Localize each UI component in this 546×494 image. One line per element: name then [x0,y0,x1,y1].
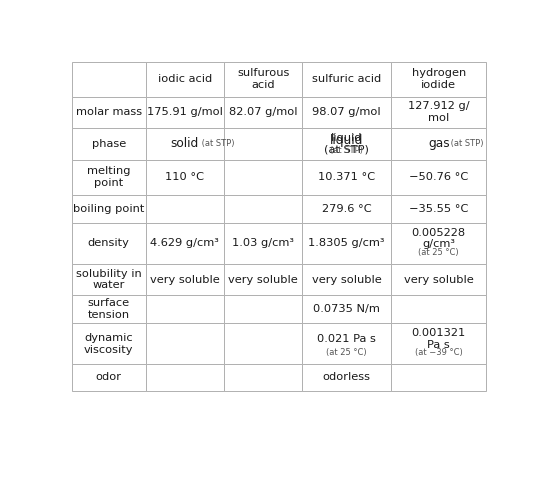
Text: solubility in
water: solubility in water [76,269,141,290]
Bar [302,195,391,223]
Bar [72,365,146,391]
Bar [391,128,486,160]
Text: liquid
(at STP): liquid (at STP) [324,133,369,155]
Bar [146,295,224,323]
Bar [146,96,224,128]
Text: iodic acid: iodic acid [158,74,212,84]
Bar [302,62,391,96]
Text: (at STP): (at STP) [199,139,234,148]
Text: hydrogen
iodide: hydrogen iodide [412,68,466,90]
Bar [391,62,486,96]
Text: −50.76 °C: −50.76 °C [409,172,468,182]
Bar [72,96,146,128]
Text: melting
point: melting point [87,166,130,188]
Text: boiling point: boiling point [73,204,144,214]
Text: surface
tension: surface tension [87,298,130,320]
Bar [391,96,486,128]
Bar [224,295,302,323]
Text: 82.07 g/mol: 82.07 g/mol [229,107,298,117]
Text: 98.07 g/mol: 98.07 g/mol [312,107,381,117]
Bar [224,128,302,160]
Bar [72,223,146,264]
Text: odorless: odorless [323,372,371,382]
Bar [391,195,486,223]
Bar [224,160,302,195]
Bar [302,160,391,195]
Text: (at STP): (at STP) [448,139,483,148]
Text: (at −39 °C): (at −39 °C) [415,348,462,357]
Text: (at STP): (at STP) [330,146,363,155]
Bar [146,195,224,223]
Bar [302,96,391,128]
Text: very soluble: very soluble [150,275,219,285]
Text: phase: phase [92,139,126,149]
Bar [302,223,391,264]
Bar [72,295,146,323]
Bar [391,323,486,365]
Bar [224,96,302,128]
Text: 0.021 Pa s: 0.021 Pa s [317,334,376,344]
Bar [224,223,302,264]
Text: 4.629 g/cm³: 4.629 g/cm³ [150,239,219,248]
Text: very soluble: very soluble [228,275,298,285]
Text: gas: gas [428,137,449,150]
Text: (at 25 °C): (at 25 °C) [418,248,459,257]
Bar [391,264,486,295]
Bar [302,323,391,365]
Bar [146,62,224,96]
Bar [224,264,302,295]
Bar [302,264,391,295]
Bar [391,160,486,195]
Text: 175.91 g/mol: 175.91 g/mol [147,107,223,117]
Text: sulfurous
acid: sulfurous acid [237,68,289,90]
Text: liquid: liquid [330,134,364,147]
Bar [146,264,224,295]
Bar [72,195,146,223]
Bar [302,128,391,160]
Bar [224,195,302,223]
Text: 279.6 °C: 279.6 °C [322,204,371,214]
Text: very soluble: very soluble [404,275,473,285]
Text: 0.0735 N/m: 0.0735 N/m [313,304,380,314]
Bar [391,365,486,391]
Bar [72,128,146,160]
Text: molar mass: molar mass [75,107,142,117]
Text: −35.55 °C: −35.55 °C [409,204,468,214]
Bar [302,365,391,391]
Bar [72,160,146,195]
Text: 0.001321
Pa s: 0.001321 Pa s [412,328,466,350]
Bar [146,323,224,365]
Bar [146,160,224,195]
Text: 0.005228
g/cm³: 0.005228 g/cm³ [412,228,466,249]
Text: dynamic
viscosity: dynamic viscosity [84,333,133,355]
Text: (at 25 °C): (at 25 °C) [327,348,367,357]
Bar [302,128,391,160]
Text: 1.03 g/cm³: 1.03 g/cm³ [232,239,294,248]
Bar [146,365,224,391]
Bar [72,62,146,96]
Text: density: density [88,239,129,248]
Text: 127.912 g/
mol: 127.912 g/ mol [408,101,470,123]
Text: odor: odor [96,372,122,382]
Bar [72,323,146,365]
Text: 1.8305 g/cm³: 1.8305 g/cm³ [308,239,385,248]
Bar [146,223,224,264]
Text: very soluble: very soluble [312,275,382,285]
Text: 110 °C: 110 °C [165,172,204,182]
Text: solid: solid [171,137,199,150]
Bar [224,323,302,365]
Bar [391,295,486,323]
Bar [302,295,391,323]
Bar [146,128,224,160]
Bar [224,365,302,391]
Bar [391,223,486,264]
Text: 10.371 °C: 10.371 °C [318,172,375,182]
Text: sulfuric acid: sulfuric acid [312,74,381,84]
Bar [224,62,302,96]
Bar [72,264,146,295]
